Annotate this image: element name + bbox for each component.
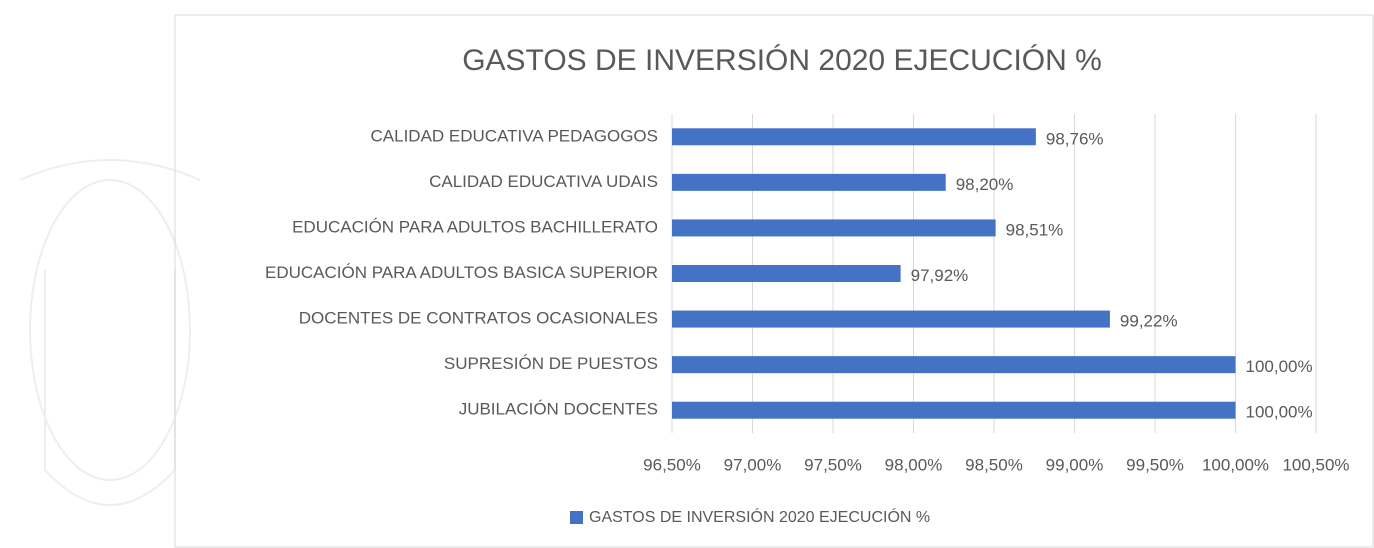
bar [672, 128, 1036, 146]
bar [672, 401, 1236, 419]
y-tick-label: CALIDAD EDUCATIVA UDAIS [429, 172, 658, 191]
x-tick-label: 98,50% [965, 455, 1023, 474]
value-label: 97,92% [911, 266, 969, 285]
legend-swatch [570, 511, 583, 524]
chart-title: GASTOS DE INVERSIÓN 2020 EJECUCIÓN % [462, 44, 1102, 77]
bar [672, 219, 996, 237]
value-label: 98,51% [1006, 220, 1064, 239]
bar [672, 173, 946, 191]
background-emblem [19, 159, 201, 506]
y-tick-label: CALIDAD EDUCATIVA PEDAGOGOS [371, 126, 659, 145]
value-label: 99,22% [1120, 312, 1178, 331]
y-tick-label: EDUCACIÓN PARA ADULTOS BACHILLERATO [292, 217, 658, 236]
x-tick-label: 98,00% [885, 455, 943, 474]
value-label: 98,20% [956, 175, 1014, 194]
x-tick-label: 99,50% [1126, 455, 1184, 474]
y-tick-label: DOCENTES DE CONTRATOS OCASIONALES [299, 309, 658, 328]
bar [672, 356, 1236, 374]
value-label: 100,00% [1246, 403, 1313, 422]
y-tick-label: JUBILACIÓN DOCENTES [459, 400, 658, 419]
x-tick-label: 97,00% [724, 455, 782, 474]
y-tick-label: EDUCACIÓN PARA ADULTOS BASICA SUPERIOR [265, 263, 658, 282]
x-tick-label: 97,50% [804, 455, 862, 474]
bar [672, 310, 1110, 328]
x-tick-label: 100,50% [1282, 455, 1349, 474]
x-tick-label: 99,00% [1046, 455, 1104, 474]
value-label: 98,76% [1046, 129, 1104, 148]
legend-label: GASTOS DE INVERSIÓN 2020 EJECUCIÓN % [589, 507, 930, 526]
value-label: 100,00% [1246, 357, 1313, 376]
y-tick-label: SUPRESIÓN DE PUESTOS [444, 354, 658, 373]
x-tick-label: 100,00% [1202, 455, 1269, 474]
x-tick-label: 96,50% [643, 455, 701, 474]
bar [672, 265, 901, 282]
chart-border [174, 14, 1374, 548]
